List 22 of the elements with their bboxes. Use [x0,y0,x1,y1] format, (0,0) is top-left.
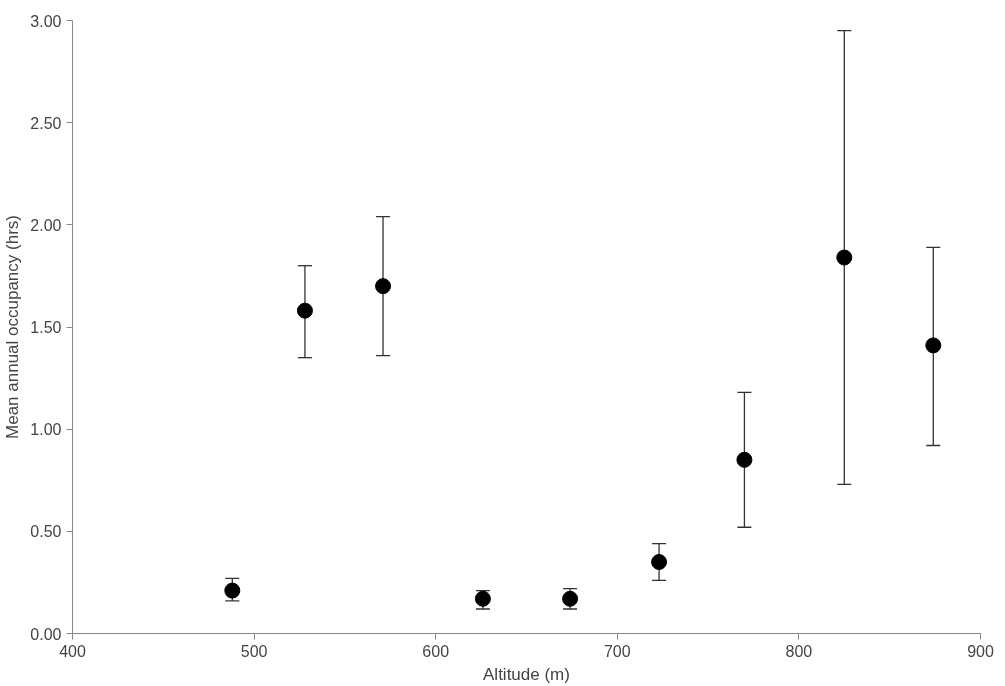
point [651,554,668,570]
x-tick-label: 500 [240,642,268,660]
point [836,249,853,266]
point [736,451,753,468]
y-tick-label: 2.50 [30,114,62,132]
x-tick-label: 400 [59,642,86,660]
point [375,278,392,295]
point [925,337,942,354]
y-tick-label: 2.00 [30,216,62,234]
x-tick-label: 700 [603,642,631,660]
y-axis-title: Mean annual occupancy (hrs) [3,215,23,439]
y-tick-label: 3.00 [30,12,62,30]
x-tick-label: 600 [422,642,450,660]
y-tick-label: 0.50 [30,523,62,541]
y-tick-label: 0.00 [30,625,62,643]
y-tick-label: 1.50 [30,319,62,336]
x-axis-title: Altitude (m) [483,664,570,684]
y-tick-label: 1.00 [30,421,62,439]
x-tick-label: 800 [785,642,813,660]
point [224,582,241,599]
x-tick-label: 900 [967,642,994,660]
point [296,302,313,319]
